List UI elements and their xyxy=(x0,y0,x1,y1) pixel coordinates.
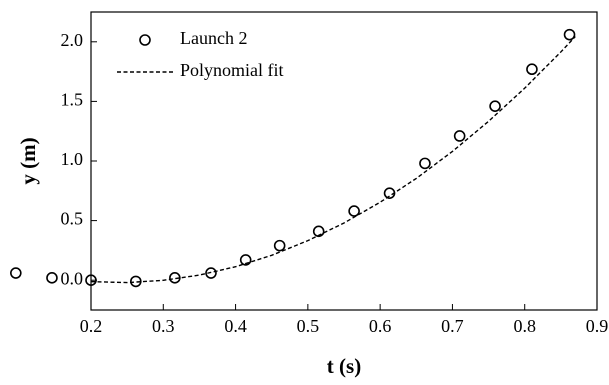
y-tick-label: 0.0 xyxy=(61,268,84,288)
data-point xyxy=(453,130,466,142)
x-tick-label: 0.8 xyxy=(513,316,536,336)
data-point xyxy=(526,63,538,76)
data-point xyxy=(46,272,58,284)
y-tick-label: 1.0 xyxy=(61,149,84,169)
data-point xyxy=(205,267,217,279)
x-tick-label: 0.5 xyxy=(297,316,320,336)
y-axis-title: y (m) xyxy=(16,137,40,184)
data-point xyxy=(348,205,360,217)
x-tick-label: 0.3 xyxy=(152,316,175,336)
x-tick-label: 0.9 xyxy=(586,316,609,336)
data-point xyxy=(10,267,22,279)
legend-label: Launch 2 xyxy=(180,28,247,48)
y-tick-label: 1.5 xyxy=(61,90,84,110)
data-point xyxy=(169,272,181,284)
x-tick-label: 0.6 xyxy=(369,316,392,336)
legend-label: Polynomial fit xyxy=(180,60,284,80)
data-point xyxy=(273,239,286,252)
y-tick-label: 2.0 xyxy=(61,30,84,50)
data-point xyxy=(239,254,252,266)
fit-line xyxy=(90,36,576,284)
data-point xyxy=(312,225,325,238)
data-point xyxy=(563,28,576,41)
data-point xyxy=(489,100,501,112)
x-axis-title: t (s) xyxy=(327,354,361,378)
x-tick-label: 0.7 xyxy=(441,316,464,336)
data-point xyxy=(419,157,431,170)
y-tick-label: 0.5 xyxy=(61,209,84,229)
x-tick-label: 0.4 xyxy=(224,316,247,336)
data-point xyxy=(130,275,142,288)
legend-marker xyxy=(139,34,151,46)
x-tick-label: 0.2 xyxy=(80,316,103,336)
plot-frame xyxy=(90,11,598,311)
data-point xyxy=(85,274,97,287)
